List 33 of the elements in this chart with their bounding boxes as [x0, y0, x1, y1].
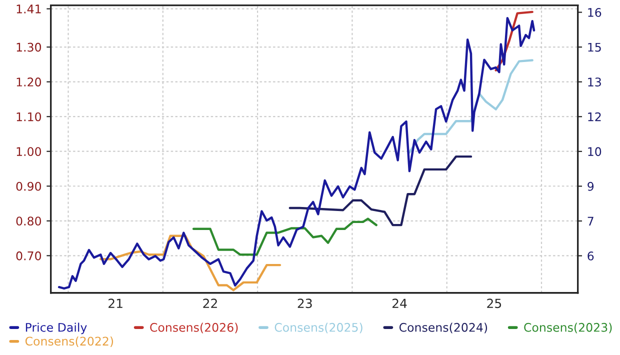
line-series: [408, 59, 534, 154]
x-tick-label: 24: [392, 298, 407, 308]
legend-label: Consens(2026): [150, 322, 238, 334]
y2-tick-label: 7: [588, 216, 594, 226]
y2-tick-label: 13: [588, 78, 601, 87]
legend-label: Consens(2023): [524, 322, 612, 334]
y2-tick-label: 12: [588, 112, 601, 122]
line-series: [100, 234, 282, 292]
y-tick-label: 1.00: [16, 147, 42, 156]
y-tick-label: 0.80: [16, 216, 42, 226]
y2-tick-label: 16: [588, 8, 602, 17]
line-series: [192, 218, 378, 256]
y-tick-label: 0.90: [16, 182, 42, 191]
y-tick-label: 1.20: [16, 78, 42, 86]
legend-label: Consens(2024): [399, 322, 488, 334]
legend-label: Consens(2025): [274, 322, 362, 334]
y2-tick-label: 6: [588, 251, 594, 260]
y-tick-label: 0.70: [16, 251, 42, 260]
y-tick-label: 1.10: [16, 112, 42, 122]
y2-tick-label: 9: [588, 182, 594, 191]
x-tick-label: 22: [203, 298, 217, 308]
x-tick-label: 23: [298, 298, 312, 308]
y-tick-label: 1.30: [16, 42, 42, 52]
legend-label: Price Daily: [26, 322, 87, 334]
x-tick-label: 25: [487, 298, 502, 308]
line-series: [494, 10, 534, 72]
line-series: [288, 155, 472, 226]
y2-tick-label: 15: [588, 42, 601, 52]
y-tick-label: 1.41: [16, 4, 41, 14]
legend-label: Consens(2022): [25, 336, 114, 348]
x-tick-label: 21: [108, 298, 122, 308]
y2-tick-label: 10: [588, 147, 602, 156]
line-series: [58, 16, 536, 290]
